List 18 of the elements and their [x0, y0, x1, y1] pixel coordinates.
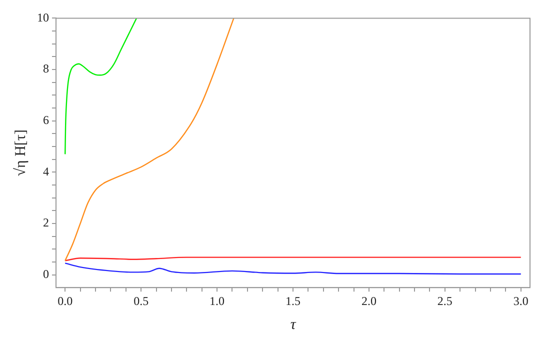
x-tick-label: 1.5 — [286, 294, 300, 308]
x-axis-title: τ — [290, 316, 296, 333]
x-tick-label: 2.5 — [437, 294, 452, 308]
x-tick-label: 0.5 — [134, 294, 149, 308]
line-series — [64, 18, 138, 155]
y-axis-title: √η H[τ] — [12, 130, 29, 176]
y-tick-label: 4 — [43, 164, 49, 178]
y-tick-label: 8 — [43, 62, 49, 76]
x-tick-label: 3.0 — [513, 294, 528, 308]
y-tick-label: 2 — [43, 216, 49, 230]
y-tick-label: 10 — [37, 10, 49, 24]
x-tick-label: 2.0 — [361, 294, 376, 308]
x-tick-label: 1.0 — [210, 294, 225, 308]
line-series — [64, 18, 234, 262]
y-tick-label: 6 — [43, 112, 49, 127]
line-series — [64, 262, 522, 275]
y-tick-label: 0 — [43, 266, 49, 281]
x-tick-label: 0.0 — [58, 294, 73, 308]
